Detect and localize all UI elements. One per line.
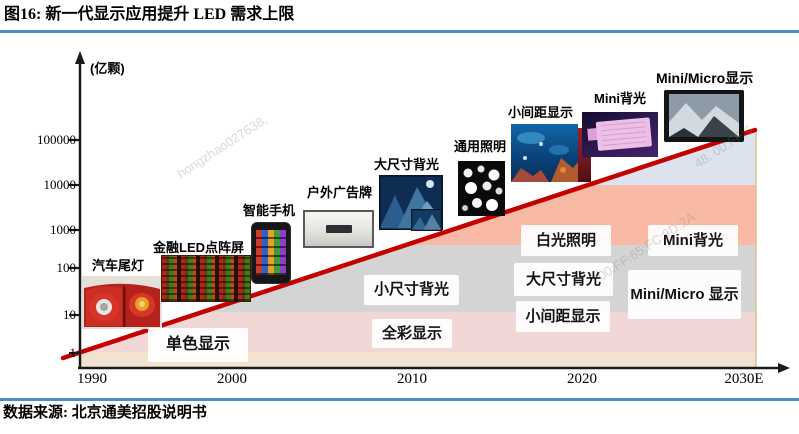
zone-label-white-lighting: 白光照明 <box>521 225 611 256</box>
fine-pitch-display-image <box>511 124 578 182</box>
data-source-text: 数据来源: 北京通美招股说明书 <box>3 405 207 421</box>
figure-title: 图16: 新一代显示应用提升 LED 需求上限 <box>4 6 295 23</box>
y-tick-100000: 100000 <box>37 132 76 147</box>
y-axis-unit-label: (亿颗) <box>90 61 125 76</box>
smartphone-image <box>251 222 291 284</box>
x-tick-2020: 2020 <box>567 371 597 387</box>
billboard-image <box>303 210 374 248</box>
title-rule <box>0 30 799 33</box>
milestone-label-mini-backlight: Mini背光 <box>594 91 646 106</box>
zone-label-mini-micro: Mini/Micro 显示 <box>628 270 741 319</box>
milestone-label-car-taillight: 汽车尾灯 <box>92 258 145 273</box>
mini-micro-display-image <box>664 90 744 142</box>
y-tick-100: 100 <box>56 260 77 275</box>
billboard-logo <box>325 225 352 233</box>
y-tick-10: 10 <box>63 307 76 322</box>
milestone-label-fine-pitch: 小间距显示 <box>508 105 574 120</box>
y-tick-1: 1 <box>69 345 77 360</box>
band-cream <box>80 352 756 368</box>
x-axis-arrow-icon <box>778 363 790 373</box>
y-axis-ticks <box>69 138 80 355</box>
milestone-label-led-matrix: 金融LED点阵屏 <box>153 240 245 255</box>
milestone-label-smartphone: 智能手机 <box>243 203 296 218</box>
x-tick-2010: 2010 <box>397 371 427 387</box>
car-taillight-image <box>82 276 162 329</box>
zone-label-small-backlight: 小尺寸背光 <box>364 275 459 305</box>
zone-label-full-color: 全彩显示 <box>372 319 452 348</box>
y-axis-arrow-icon <box>75 51 85 64</box>
general-lighting-image <box>458 161 505 216</box>
led-matrix-image <box>161 255 251 302</box>
x-tick-1990: 1990 <box>77 371 107 387</box>
smartphone-screen <box>256 230 286 275</box>
zone-label-large-backlight: 大尺寸背光 <box>514 263 613 296</box>
zone-label-monochrome: 单色显示 <box>148 328 248 362</box>
zone-label-fine-pitch: 小间距显示 <box>516 301 610 332</box>
large-backlight-tv-image-small <box>411 209 442 231</box>
demand-trend-line <box>60 127 758 361</box>
milestone-label-large-backlight: 大尺寸背光 <box>374 157 440 172</box>
y-tick-1000: 1000 <box>50 222 76 237</box>
y-tick-10000: 10000 <box>43 177 77 192</box>
zone-label-mini-backlight: Mini背光 <box>648 225 738 256</box>
milestone-label-general-lighting: 通用照明 <box>454 139 507 154</box>
milestone-label-mini-micro: Mini/Micro显示 <box>656 70 754 86</box>
footer-rule <box>0 398 799 401</box>
x-tick-2000: 2000 <box>217 371 247 387</box>
milestone-label-billboard: 户外广告牌 <box>307 185 373 200</box>
x-tick-2030e: 2030E <box>724 371 764 387</box>
mini-backlight-image <box>582 112 658 157</box>
